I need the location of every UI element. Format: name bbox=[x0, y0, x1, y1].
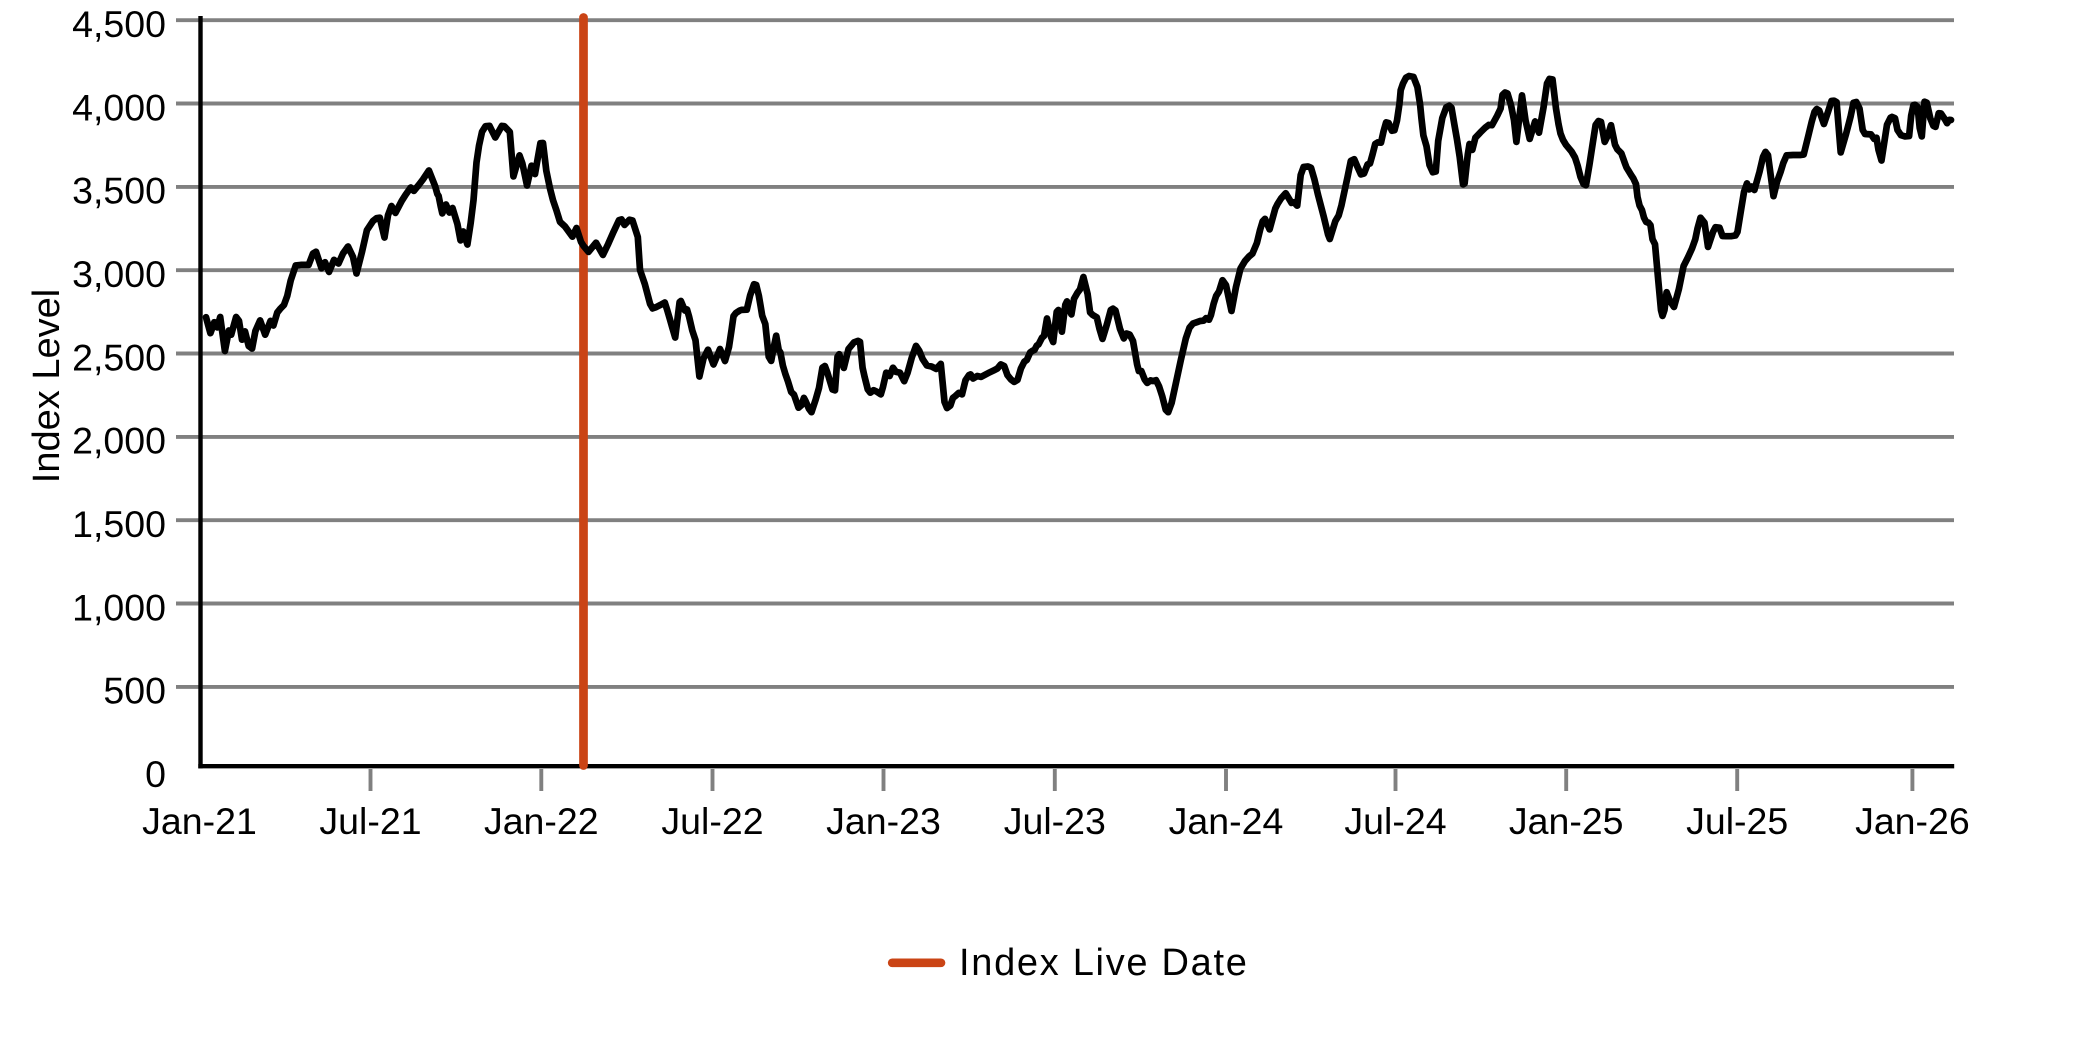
svg-text:4,500: 4,500 bbox=[72, 3, 166, 45]
svg-text:Jan-26: Jan-26 bbox=[1855, 800, 1970, 842]
svg-text:Jan-23: Jan-23 bbox=[826, 800, 941, 842]
svg-text:Jan-22: Jan-22 bbox=[484, 800, 599, 842]
svg-text:Index Live Date: Index Live Date bbox=[959, 942, 1249, 984]
svg-text:Jul-22: Jul-22 bbox=[661, 800, 763, 842]
svg-text:Jul-21: Jul-21 bbox=[319, 800, 421, 842]
svg-text:Jul-23: Jul-23 bbox=[1004, 800, 1106, 842]
svg-text:1,000: 1,000 bbox=[72, 586, 166, 628]
svg-text:3,500: 3,500 bbox=[72, 170, 166, 212]
svg-text:Jan-21: Jan-21 bbox=[142, 800, 257, 842]
svg-text:0: 0 bbox=[145, 753, 166, 795]
svg-text:3,000: 3,000 bbox=[72, 253, 166, 295]
svg-text:500: 500 bbox=[103, 670, 166, 712]
svg-text:Jul-24: Jul-24 bbox=[1344, 800, 1446, 842]
svg-text:Jan-24: Jan-24 bbox=[1169, 800, 1284, 842]
svg-text:2,500: 2,500 bbox=[72, 336, 166, 378]
svg-text:1,500: 1,500 bbox=[72, 503, 166, 545]
svg-text:4,000: 4,000 bbox=[72, 86, 166, 128]
svg-text:2,000: 2,000 bbox=[72, 420, 166, 462]
svg-text:Jan-25: Jan-25 bbox=[1509, 800, 1624, 842]
svg-text:Jul-25: Jul-25 bbox=[1686, 800, 1788, 842]
svg-text:Index Level: Index Level bbox=[26, 289, 68, 483]
